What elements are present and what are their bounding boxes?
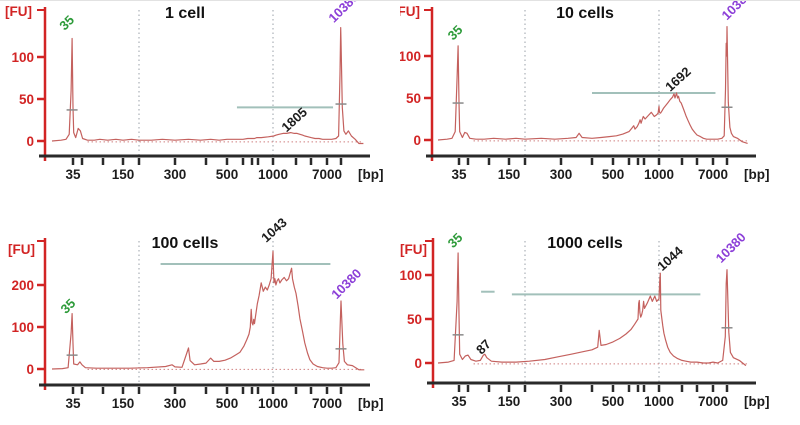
x-tick-label: 1000: [644, 394, 674, 409]
x-tick-label: 300: [550, 394, 573, 409]
x-tick-label: 35: [451, 394, 467, 409]
y-axis-unit-label: [FU]: [400, 242, 427, 257]
y-tick-label: 0: [26, 362, 34, 377]
peak-label-10380: 10380: [328, 266, 364, 302]
y-tick-label: 100: [400, 268, 422, 283]
y-tick-label: 100: [400, 49, 421, 64]
electropherogram-trace: [51, 250, 365, 371]
x-tick-label: 500: [602, 394, 625, 409]
x-axis-unit-label: [bp]: [358, 167, 383, 182]
x-tick-label: 150: [498, 394, 521, 409]
y-axis-unit-label: [FU]: [5, 4, 32, 19]
y-tick-label: 50: [407, 312, 422, 327]
x-tick-label: 500: [216, 167, 239, 182]
y-tick-label: 100: [11, 320, 34, 335]
panel-title: 1000 cells: [547, 235, 623, 252]
y-tick-label: 200: [11, 278, 34, 293]
x-axis-unit-label: [bp]: [744, 394, 769, 409]
y-tick-label: 0: [413, 133, 421, 148]
x-tick-label: 7000: [698, 394, 728, 409]
electropherogram-plot: 0 100 200 [FU] 35 150 300 500 1000 7000 [bp] 35 1038…: [8, 215, 383, 411]
x-tick-label: 35: [65, 167, 81, 182]
x-tick-label: 7000: [312, 396, 342, 411]
y-axis-unit-label: [FU]: [400, 4, 420, 19]
x-tick-label: 1000: [644, 167, 674, 182]
x-tick-label: 35: [65, 396, 81, 411]
x-axis-unit-label: [bp]: [744, 167, 769, 182]
panel-title: 10 cells: [556, 5, 614, 22]
x-tick-label: 150: [498, 167, 521, 182]
peak-label-35: 35: [445, 22, 466, 43]
peak-label-87: 87: [473, 336, 494, 357]
x-tick-label: 300: [164, 396, 187, 411]
peak-label-35: 35: [58, 296, 79, 317]
panel-10-cells: 10 cells 0 50 100 [FU] 35 150 300 500 1000 7000 [b…: [400, 1, 800, 213]
panel-1-cell: 1 cell 0 50 100 [FU] 35 150 300 500 1000 7000 [bp]…: [0, 1, 400, 213]
x-tick-label: 1000: [258, 167, 288, 182]
x-tick-label: 150: [112, 396, 135, 411]
x-tick-label: 150: [112, 167, 135, 182]
peak-label-1692: 1692: [662, 64, 694, 94]
panel-title: 100 cells: [151, 235, 219, 252]
electropherogram-plot: 050100[FU]3515030050010007000[bp]3510380…: [400, 1, 769, 182]
y-tick-label: 50: [19, 92, 34, 107]
x-tick-label: 35: [451, 167, 467, 182]
electropherogram-trace: [437, 26, 748, 144]
electropherogram-trace: [51, 27, 364, 145]
x-tick-label: 1000: [258, 396, 288, 411]
panel-title: 1 cell: [164, 5, 206, 22]
x-tick-label: 300: [164, 167, 187, 182]
y-axis-unit-label: [FU]: [8, 242, 35, 257]
y-tick-label: 100: [11, 50, 34, 65]
x-tick-label: 500: [216, 396, 239, 411]
y-tick-label: 0: [26, 134, 34, 149]
x-tick-label: 500: [602, 167, 625, 182]
y-tick-label: 50: [406, 91, 421, 106]
panel-1000-cells: 1000 cells 0 50 100 [FU] 35 150 300 500 1000 7000…: [400, 213, 800, 425]
x-tick-label: 300: [550, 167, 573, 182]
peak-label-1805: 1805: [278, 104, 310, 134]
x-tick-label: 7000: [698, 167, 728, 182]
panel-100-cells: 100 cells 0 100 200 [FU] 35 150 300 500 1000 7000…: [0, 213, 400, 425]
y-tick-label: 0: [414, 356, 422, 371]
x-axis-unit-label: [bp]: [358, 396, 383, 411]
x-tick-label: 7000: [312, 167, 342, 182]
electropherogram-trace: [437, 252, 747, 367]
